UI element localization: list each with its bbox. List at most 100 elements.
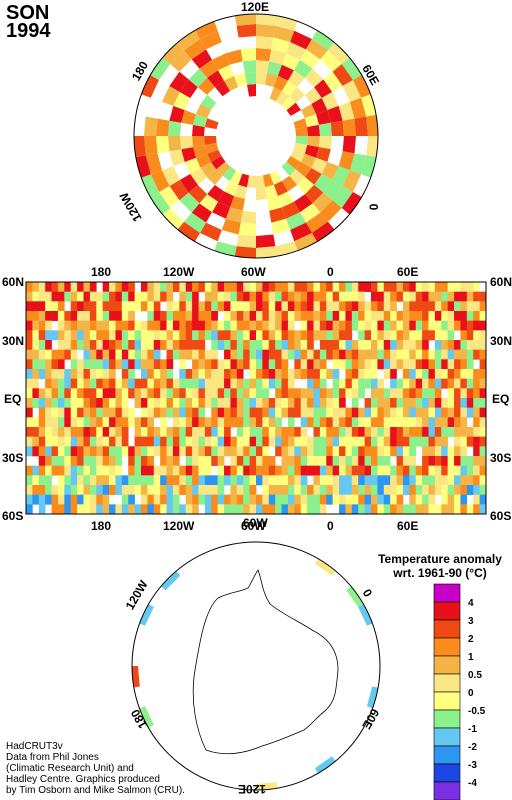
anomaly-cell: [198, 282, 206, 292]
anomaly-cell: [179, 330, 187, 341]
anomaly-cell: [358, 388, 365, 399]
anomaly-cell: [121, 427, 129, 437]
anomaly-cell: [115, 301, 123, 312]
anomaly-cell: [230, 485, 238, 495]
anomaly-cell: [473, 330, 480, 341]
anomaly-cell: [89, 388, 97, 399]
anomaly-cell: [128, 475, 135, 486]
anomaly-cell: [179, 320, 187, 331]
anomaly-cell: [332, 340, 340, 350]
anomaly-cell: [64, 398, 72, 408]
anomaly-cell: [153, 320, 161, 331]
anomaly-cell: [377, 340, 385, 350]
anomaly-cell: [166, 369, 174, 379]
anomaly-cell: [77, 388, 84, 399]
anomaly-cell: [319, 494, 327, 505]
anomaly-cell: [153, 407, 161, 418]
anomaly-cell: [109, 388, 116, 399]
anomaly-cell: [275, 494, 282, 505]
anomaly-cell: [319, 311, 327, 321]
anomaly-cell: [313, 311, 321, 321]
anomaly-cell: [249, 446, 257, 457]
anomaly-cell: [32, 427, 40, 437]
anomaly-cell: [153, 301, 161, 312]
anomaly-cell: [83, 320, 91, 331]
anomaly-cell: [230, 330, 238, 341]
anomaly-cell: [282, 80, 298, 97]
right-lat-60n: 60N: [490, 275, 512, 289]
anomaly-cell: [147, 291, 155, 302]
anomaly-cell: [441, 378, 448, 389]
anomaly-cell: [409, 330, 417, 341]
anomaly-cell: [479, 311, 487, 321]
anomaly-cell: [191, 203, 212, 223]
anomaly-cell: [339, 417, 346, 428]
anomaly-cell: [159, 569, 181, 591]
anomaly-cell: [396, 456, 404, 466]
anomaly-cell: [121, 320, 129, 331]
anomaly-cell: [109, 340, 116, 350]
anomaly-cell: [332, 320, 340, 331]
anomaly-cell: [45, 446, 52, 457]
anomaly-cell: [351, 465, 359, 476]
anomaly-cell: [141, 349, 148, 360]
anomaly-cell: [57, 311, 65, 321]
anomaly-cell: [224, 311, 231, 321]
anomaly-cell: [166, 465, 174, 476]
anomaly-cell: [390, 398, 397, 408]
anomaly-cell: [281, 301, 289, 312]
anomaly-cell: [109, 369, 116, 379]
anomaly-cell: [326, 417, 333, 428]
anomaly-cell: [434, 369, 442, 379]
anomaly-cell: [422, 359, 429, 370]
anomaly-cell: [89, 427, 97, 437]
anomaly-cell: [141, 417, 148, 428]
anomaly-cell: [198, 320, 206, 331]
anomaly-cell: [160, 369, 167, 379]
anomaly-cell: [428, 436, 436, 447]
anomaly-cell: [45, 388, 52, 399]
anomaly-cell: [364, 494, 372, 505]
anomaly-cell: [287, 301, 295, 312]
anomaly-cell: [351, 359, 359, 370]
anomaly-cell: [256, 388, 263, 399]
anomaly-cell: [454, 427, 461, 437]
anomaly-cell: [281, 378, 289, 389]
anomaly-cell: [262, 475, 270, 486]
anomaly-cell: [243, 494, 250, 505]
anomaly-cell: [179, 378, 187, 389]
anomaly-cell: [300, 456, 308, 466]
anomaly-cell: [466, 504, 474, 515]
anomaly-cell: [109, 320, 116, 331]
anomaly-cell: [282, 201, 300, 219]
anomaly-cell: [319, 122, 332, 136]
anomaly-cell: [141, 291, 148, 302]
legend-level-label: 4: [468, 598, 474, 609]
anomaly-cell: [383, 340, 391, 350]
anomaly-cell: [70, 407, 78, 418]
anomaly-cell: [224, 320, 231, 331]
anomaly-cell: [479, 359, 487, 370]
anomaly-cell: [371, 436, 378, 447]
anomaly-cell: [166, 378, 174, 389]
anomaly-cell: [102, 282, 110, 292]
anomaly-cell: [236, 456, 244, 466]
anomaly-cell: [434, 417, 442, 428]
legend-swatch: [433, 709, 461, 729]
anomaly-cell: [268, 301, 276, 312]
anomaly-cell: [288, 70, 305, 87]
anomaly-cell: [70, 504, 78, 515]
anomaly-cell: [70, 320, 78, 331]
anomaly-cell: [364, 330, 372, 341]
anomaly-cell: [185, 349, 193, 360]
anomaly-cell: [128, 485, 135, 495]
anomaly-cell: [217, 320, 225, 331]
anomaly-cell: [198, 311, 206, 321]
anomaly-cell: [96, 311, 103, 321]
anomaly-cell: [147, 427, 155, 437]
anomaly-cell: [230, 301, 238, 312]
anomaly-cell: [422, 504, 429, 515]
anomaly-cell: [51, 369, 59, 379]
anomaly-cell: [230, 349, 238, 360]
anomaly-cell: [441, 369, 448, 379]
